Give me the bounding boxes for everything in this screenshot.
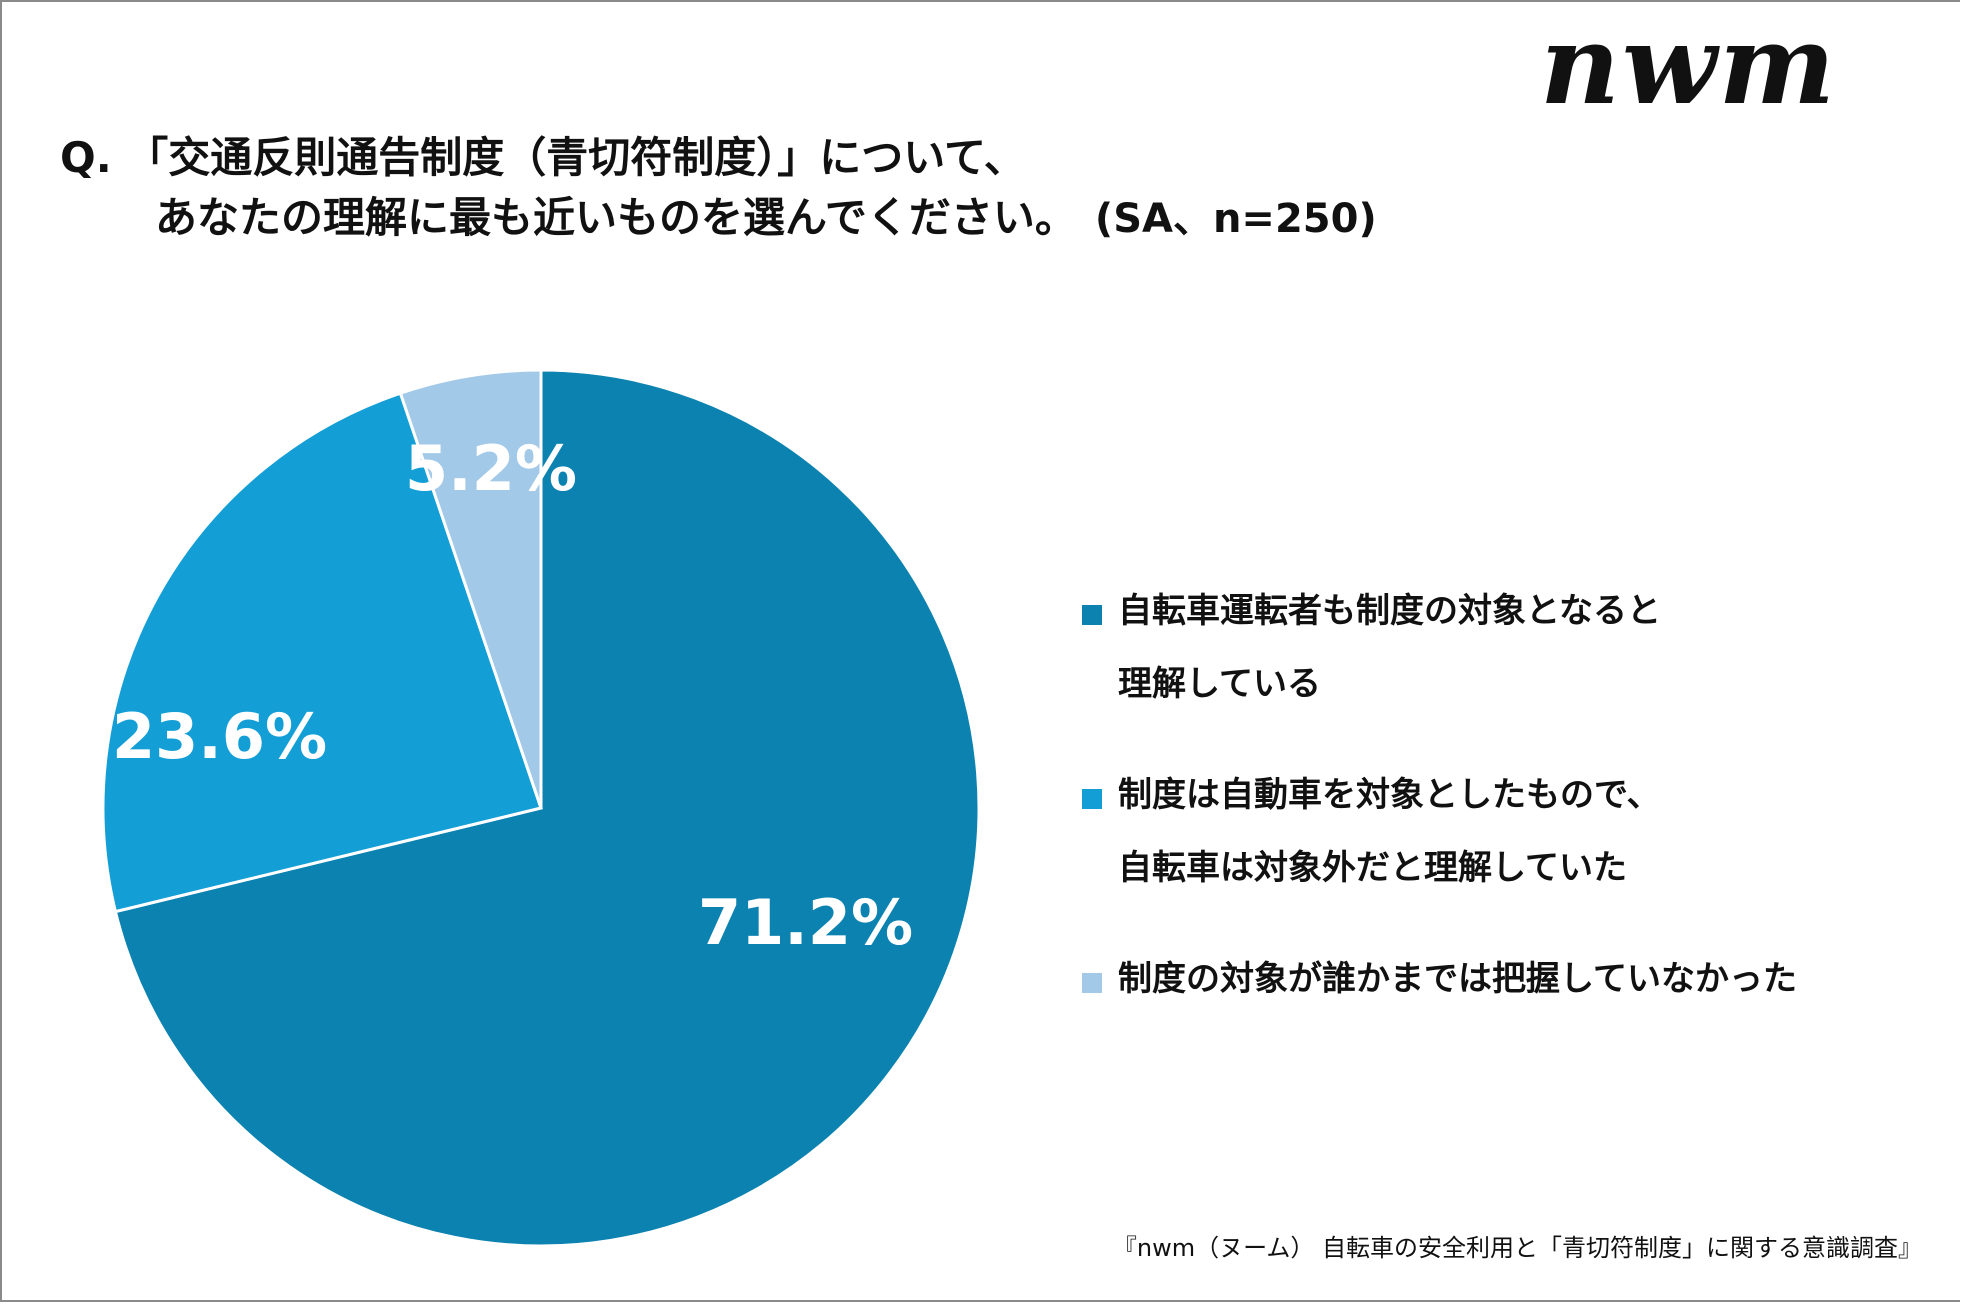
legend-item-0: 自転車運転者も制度の対象となると 理解している: [1082, 575, 1797, 721]
legend-text: 理解している: [1118, 664, 1321, 704]
pie-slice-2: [398, 368, 543, 809]
pie-slice-0: [113, 368, 981, 1248]
source-note: 『nwm（ヌーム） 自転車の安全利用と「青切符制度」に関する意識調査』: [1112, 1234, 1922, 1262]
title-line-2-text: あなたの理解に最も近いものを選んでください。: [155, 193, 1077, 242]
legend-text: 制度の対象が誰かまでは把握していなかった: [1118, 959, 1797, 999]
legend-item-2: 制度の対象が誰かまでは把握していなかった: [1082, 943, 1797, 1016]
legend-item-1: 制度は自動車を対象としたもので、 自転車は対象外だと理解していた: [1082, 759, 1797, 905]
pie-slice-1: [101, 391, 543, 914]
legend-swatch-2: [1082, 973, 1102, 993]
legend-text: 自転車運転者も制度の対象となると: [1118, 591, 1661, 631]
data-label-0: 71.2%: [698, 886, 914, 959]
legend: 自転車運転者も制度の対象となると 理解している 制度は自動車を対象としたもので、…: [1082, 575, 1797, 1054]
sample-note: (SA、n=250): [1094, 196, 1377, 242]
legend-text: 自転車は対象外だと理解していた: [1118, 848, 1627, 888]
title-line-2: あなたの理解に最も近いものを選んでください。 (SA、n=250): [60, 188, 1377, 249]
data-label-1: 23.6%: [112, 700, 328, 773]
title-line-1: Q. 「交通反則通告制度（青切符制度）」について、: [60, 133, 1026, 182]
question-title: Q. 「交通反則通告制度（青切符制度）」について、 あなたの理解に最も近いものを…: [60, 128, 1377, 249]
legend-swatch-0: [1082, 605, 1102, 625]
data-label-2: 5.2%: [405, 432, 577, 505]
legend-swatch-1: [1082, 789, 1102, 809]
nwm-logo: nwm: [1540, 0, 1838, 129]
legend-text: 制度は自動車を対象としたもので、: [1118, 775, 1661, 815]
